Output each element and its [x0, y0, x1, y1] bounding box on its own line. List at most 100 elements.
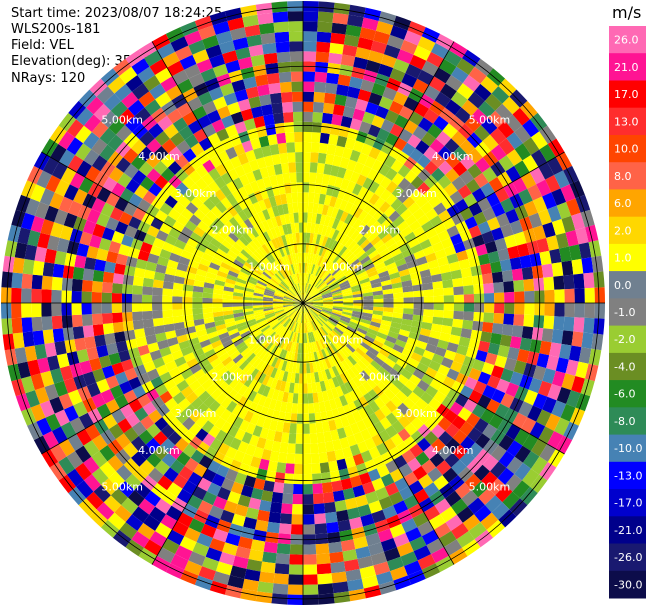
velocity-gate [410, 175, 424, 190]
velocity-gate [252, 213, 262, 225]
colorbar-swatch [609, 107, 646, 136]
velocity-gate [561, 330, 574, 346]
velocity-gate [431, 323, 443, 333]
velocity-gate [364, 437, 377, 451]
velocity-gate [327, 238, 335, 250]
velocity-gate [72, 326, 85, 340]
velocity-gate [390, 198, 403, 211]
velocity-gate [322, 293, 333, 298]
velocity-gate [276, 313, 287, 320]
velocity-gate [329, 265, 339, 275]
velocity-gate [294, 312, 300, 322]
velocity-gate [326, 389, 335, 401]
velocity-gate [51, 162, 68, 180]
velocity-gate [263, 439, 274, 451]
velocity-gate [264, 312, 275, 318]
velocity-gate [390, 348, 402, 359]
velocity-gate [307, 284, 313, 294]
velocity-gate [588, 348, 602, 366]
velocity-gate [149, 506, 166, 523]
velocity-gate [56, 353, 70, 369]
velocity-gate [393, 575, 412, 591]
velocity-gate [170, 404, 184, 418]
velocity-gate [333, 303, 344, 306]
velocity-gate [310, 289, 319, 297]
velocity-gate [392, 343, 405, 354]
velocity-gate [259, 94, 272, 107]
velocity-gate [573, 273, 585, 289]
velocity-gate [451, 459, 467, 476]
velocity-gate [563, 421, 579, 441]
velocity-gate [456, 506, 474, 523]
velocity-gate [293, 303, 303, 306]
velocity-gate [365, 350, 377, 360]
velocity-gate [177, 512, 194, 528]
velocity-gate [92, 368, 106, 383]
velocity-gate [314, 523, 328, 535]
velocity-gate [293, 299, 303, 303]
velocity-gate [163, 323, 175, 333]
velocity-gate [222, 385, 234, 397]
velocity-gate [410, 430, 425, 444]
velocity-gate [505, 114, 523, 132]
velocity-gate [304, 312, 308, 323]
velocity-gate [220, 82, 235, 97]
velocity-gate [258, 321, 269, 329]
velocity-gate [561, 373, 576, 391]
velocity-gate [374, 370, 386, 382]
velocity-gate [168, 146, 183, 161]
velocity-gate [258, 277, 269, 285]
velocity-gate [296, 322, 300, 333]
velocity-gate [321, 349, 328, 360]
colorbar-swatch [609, 489, 646, 517]
velocity-gate [112, 273, 124, 285]
range-ring-label: 4.00km [138, 150, 180, 163]
velocity-gate [355, 330, 366, 339]
velocity-gate [162, 288, 173, 297]
velocity-gate [358, 324, 369, 332]
velocity-gate [499, 334, 512, 347]
velocity-gate [399, 105, 414, 120]
spoke-line [302, 302, 455, 565]
velocity-gate [370, 220, 382, 232]
velocity-gate [584, 303, 595, 319]
velocity-gate [259, 275, 270, 283]
velocity-gate [310, 142, 320, 153]
velocity-gate [573, 317, 585, 333]
velocity-gate [455, 107, 472, 124]
velocity-gate [367, 468, 381, 482]
velocity-gate [389, 271, 401, 280]
velocity-gate [290, 352, 296, 363]
velocity-gate [229, 246, 241, 256]
velocity-gate [433, 67, 451, 84]
velocity-gate [285, 277, 292, 287]
velocity-gate [225, 278, 236, 285]
velocity-gate [148, 467, 164, 483]
velocity-gate [363, 201, 374, 214]
velocity-gate [295, 151, 303, 163]
velocity-gate [514, 143, 531, 161]
velocity-gate [94, 259, 107, 272]
velocity-gate [345, 270, 356, 278]
velocity-gate [412, 512, 429, 528]
velocity-gate [338, 468, 350, 481]
velocity-gate [376, 571, 394, 585]
velocity-gate [142, 401, 157, 416]
velocity-gate [519, 486, 538, 506]
velocity-gate [443, 409, 458, 424]
velocity-gate [192, 49, 210, 64]
velocity-gate [270, 378, 279, 390]
velocity-gate [170, 554, 189, 570]
velocity-gate [303, 222, 308, 233]
velocity-gate [240, 267, 251, 276]
velocity-gate [274, 472, 286, 484]
velocity-gate [335, 209, 344, 221]
velocity-gate [401, 318, 413, 326]
velocity-gate [189, 214, 202, 227]
velocity-gate [403, 297, 414, 303]
velocity-gate [362, 288, 373, 294]
velocity-gate [130, 355, 144, 368]
velocity-gate [415, 398, 429, 411]
velocity-gate [494, 292, 505, 303]
velocity-gate [346, 325, 357, 334]
